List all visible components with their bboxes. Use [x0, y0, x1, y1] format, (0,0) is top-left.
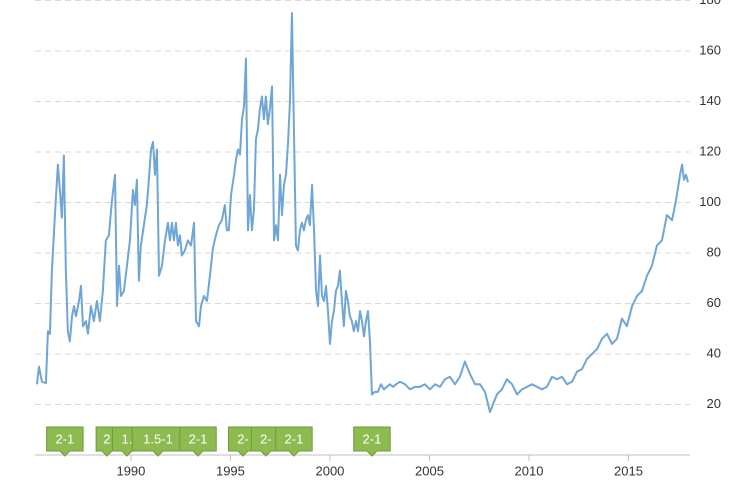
y-tick-label: 80: [707, 244, 721, 259]
split-flag: 1.5-1: [131, 426, 185, 457]
x-tick-label: 1995: [216, 463, 245, 478]
x-tick-label: 2000: [315, 463, 344, 478]
x-tick-label: 2010: [515, 463, 544, 478]
flag-box: [179, 426, 217, 457]
y-tick-label: 100: [699, 194, 721, 209]
split-flag: 2-1: [179, 426, 217, 457]
x-tick-label: 1990: [116, 463, 145, 478]
flag-box: [353, 426, 391, 457]
y-tick-label: 40: [707, 345, 721, 360]
y-tick-label: 140: [699, 93, 721, 108]
flag-label: 2-: [260, 431, 272, 446]
y-tick-label: 160: [699, 42, 721, 57]
flag-label: 1.: [122, 431, 133, 446]
flag-box: [46, 426, 84, 457]
split-flag: 2-1: [46, 426, 84, 457]
flag-label: 2-1: [55, 431, 74, 446]
flag-box: [275, 426, 313, 457]
y-tick-label: 20: [707, 396, 721, 411]
split-flag: 2-1: [353, 426, 391, 457]
x-tick-label: 2015: [614, 463, 643, 478]
y-tick-label: 60: [707, 295, 721, 310]
flag-label: 2-: [237, 431, 249, 446]
flag-label: 1.5-1: [143, 431, 173, 446]
split-flag: 2-1: [275, 426, 313, 457]
y-tick-label: 120: [699, 143, 721, 158]
flag-label: 2-1: [189, 431, 208, 446]
flag-label: 2: [103, 431, 110, 446]
flag-label: 2-1: [285, 431, 304, 446]
flag-label: 2-1: [363, 431, 382, 446]
y-tick-label: 180: [699, 0, 721, 7]
x-tick-label: 2005: [415, 463, 444, 478]
price-line: [35, 12, 689, 414]
